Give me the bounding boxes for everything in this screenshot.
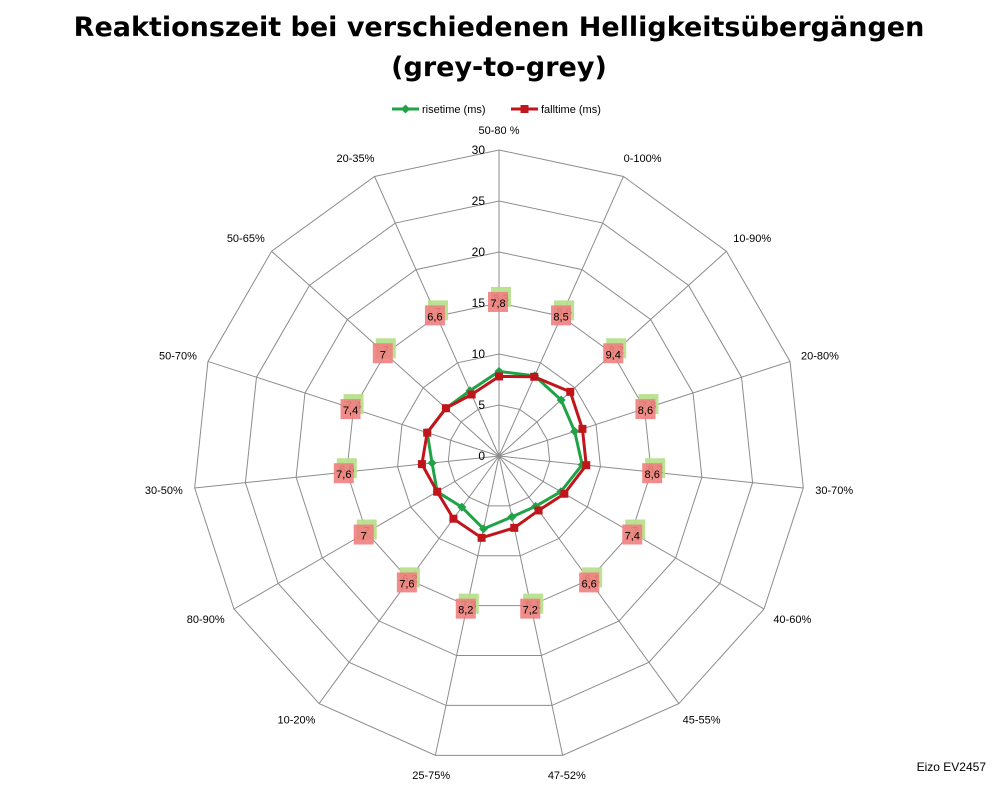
data-label-box (635, 399, 656, 420)
data-label-box (372, 343, 393, 364)
data-point (433, 487, 442, 496)
data-point (570, 426, 580, 436)
grid-ring (447, 404, 551, 507)
data-point (534, 506, 543, 515)
data-point (423, 428, 432, 437)
category-label: 30-70% (815, 485, 853, 497)
data-label: 9,4 (606, 349, 621, 361)
data-label-box (353, 524, 374, 545)
series-falltime (417, 372, 591, 542)
data-label-box (396, 572, 417, 593)
data-label: 7,4 (625, 531, 640, 543)
data-point (449, 514, 458, 523)
data-label: 6,6 (581, 578, 596, 590)
legend-label: risetime (ms) (422, 104, 486, 116)
grid-ring (244, 200, 754, 706)
data-point (560, 489, 569, 498)
radial-tick-label: 25 (472, 194, 486, 208)
radial-tick-label: 0 (478, 449, 485, 463)
chart-title: Reaktionszeit bei verschiedenen Helligke… (0, 8, 998, 88)
data-point (495, 372, 503, 381)
data-label-box (579, 572, 600, 593)
data-label: 7,6 (399, 578, 414, 590)
category-label: 50-65% (227, 233, 265, 245)
data-label: 7,4 (343, 405, 358, 417)
grid-ring (346, 302, 652, 607)
radar-grid (194, 149, 804, 756)
data-label: 8,6 (638, 405, 653, 417)
monitor-model-label: Eizo EV2457 (916, 760, 986, 774)
data-label-box (622, 524, 643, 545)
radial-tick-label: 30 (472, 143, 486, 157)
data-label-box (488, 291, 508, 312)
grid-ring (397, 353, 601, 557)
legend-marker (520, 105, 529, 113)
category-label: 0-100% (624, 153, 662, 165)
data-label: 8,2 (458, 605, 473, 617)
data-label: 7,2 (523, 605, 538, 617)
data-point (477, 533, 486, 542)
radial-tick-label: 10 (472, 347, 486, 361)
data-label: 8,6 (645, 469, 660, 481)
data-point (479, 524, 489, 534)
data-label-box (603, 343, 624, 364)
data-label: 8,5 (553, 311, 568, 323)
category-label: 25-75% (412, 770, 450, 782)
data-labels-falltime: 7,8 8,5 9,4 8,6 8,6 7,4 6,6 7,2 8,2 7,6 7 7,6 7,4 7 6,… (333, 291, 663, 619)
category-label: 50-80 % (479, 125, 520, 137)
data-label: 7,8 (490, 298, 505, 310)
data-label-box (455, 598, 476, 619)
category-label: 20-35% (336, 153, 374, 165)
category-label: 10-20% (277, 715, 315, 727)
data-label: 7 (361, 531, 367, 543)
data-label-box (340, 399, 361, 420)
category-label: 80-90% (187, 614, 225, 626)
category-label: 50-70% (159, 350, 197, 362)
legend-label: falltime (ms) (541, 104, 601, 116)
radial-tick-label: 15 (472, 296, 486, 310)
data-point (510, 523, 519, 532)
data-point (556, 395, 566, 405)
category-label: 20-80% (801, 350, 839, 362)
data-label-box (551, 305, 572, 326)
data-label-box (333, 463, 354, 484)
radial-tick-label: 20 (472, 245, 486, 259)
legend-marker (401, 104, 410, 114)
data-point (417, 460, 426, 469)
category-label: 40-60% (773, 614, 811, 626)
category-label: 47-52% (548, 770, 586, 782)
data-point (578, 424, 587, 433)
data-label-box (642, 463, 663, 484)
category-label: 45-55% (683, 715, 721, 727)
category-label: 10-90% (733, 233, 771, 245)
category-label: 30-50% (145, 485, 183, 497)
data-point (441, 404, 450, 413)
data-point (427, 458, 437, 468)
chart-title-line-2: (grey-to-grey) (391, 52, 607, 83)
series-line (425, 369, 584, 531)
data-label: 7,6 (336, 469, 351, 481)
data-label-box (520, 598, 541, 619)
chart-title-line-1: Reaktionszeit bei verschiedenen Helligke… (73, 12, 925, 43)
series-line (420, 374, 588, 540)
grid-ring (295, 251, 703, 657)
data-label: 7 (380, 349, 386, 361)
data-point (530, 372, 539, 381)
data-point (467, 390, 476, 399)
data-point (566, 387, 575, 396)
grid-ring (194, 149, 804, 756)
data-point (457, 502, 467, 512)
data-label-box (424, 305, 445, 326)
radial-tick-label: 5 (478, 398, 485, 412)
data-label: 6,6 (427, 311, 442, 323)
data-point (582, 461, 591, 470)
data-point (507, 512, 517, 522)
